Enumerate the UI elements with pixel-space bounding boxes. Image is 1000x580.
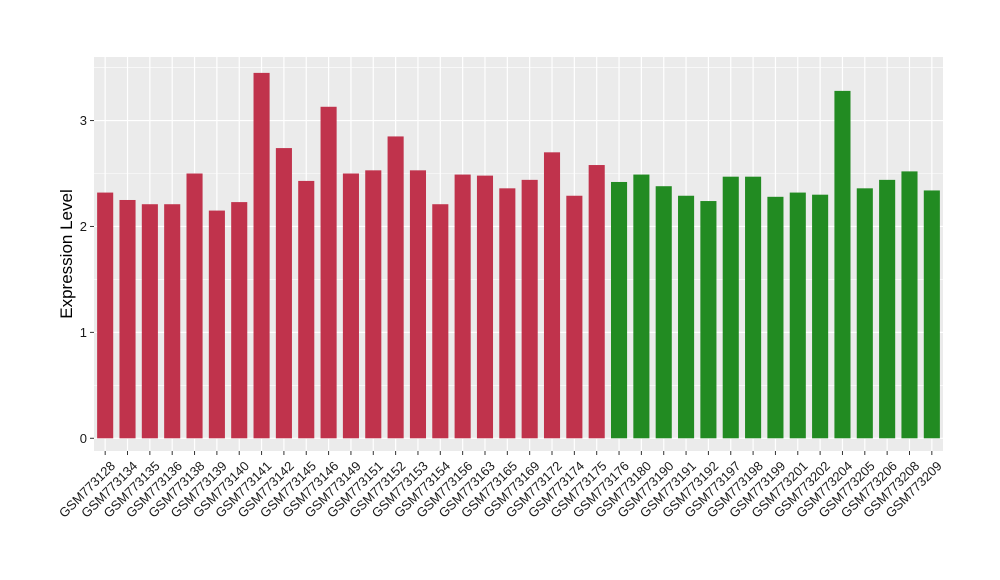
bar [789,192,806,439]
bar [454,174,471,439]
bar [566,195,583,439]
y-tick-label: 1 [80,325,87,340]
bar [231,202,248,439]
bar [655,186,672,439]
bar [879,179,896,439]
bar [521,179,538,439]
y-tick-label: 2 [80,219,87,234]
bar [722,176,739,439]
y-tick-label: 3 [80,113,87,128]
bar [275,148,292,439]
bar [320,106,337,439]
x-axis: GSM773128GSM773134GSM773135GSM773136GSM7… [56,451,945,521]
bar [767,196,784,439]
bar [588,165,605,439]
bar [365,170,382,439]
bar [387,136,404,439]
bar [141,204,158,439]
bar [745,176,762,439]
bar [812,194,829,439]
bar [298,180,315,439]
bar [432,204,449,439]
bar [678,195,695,439]
bar [901,171,918,439]
y-axis: 0 1 2 3 [80,113,94,446]
bar [543,152,561,439]
bar [186,173,203,439]
bar [119,199,136,439]
bar [97,192,114,439]
bar [499,188,516,439]
bar [856,188,873,439]
bar [476,175,494,439]
bar [253,72,270,439]
bar [610,181,628,439]
bar [409,170,427,439]
y-axis-label: Expression Level [57,189,76,318]
bar [633,174,650,439]
bar [923,190,940,439]
y-tick-label: 0 [80,431,87,446]
bar [834,90,851,439]
bar [208,210,225,439]
bar [700,201,717,439]
bar [342,173,359,439]
bar [164,204,181,439]
bars [97,72,940,439]
